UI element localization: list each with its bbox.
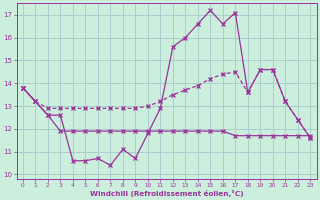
X-axis label: Windchill (Refroidissement éolien,°C): Windchill (Refroidissement éolien,°C) bbox=[90, 190, 244, 197]
